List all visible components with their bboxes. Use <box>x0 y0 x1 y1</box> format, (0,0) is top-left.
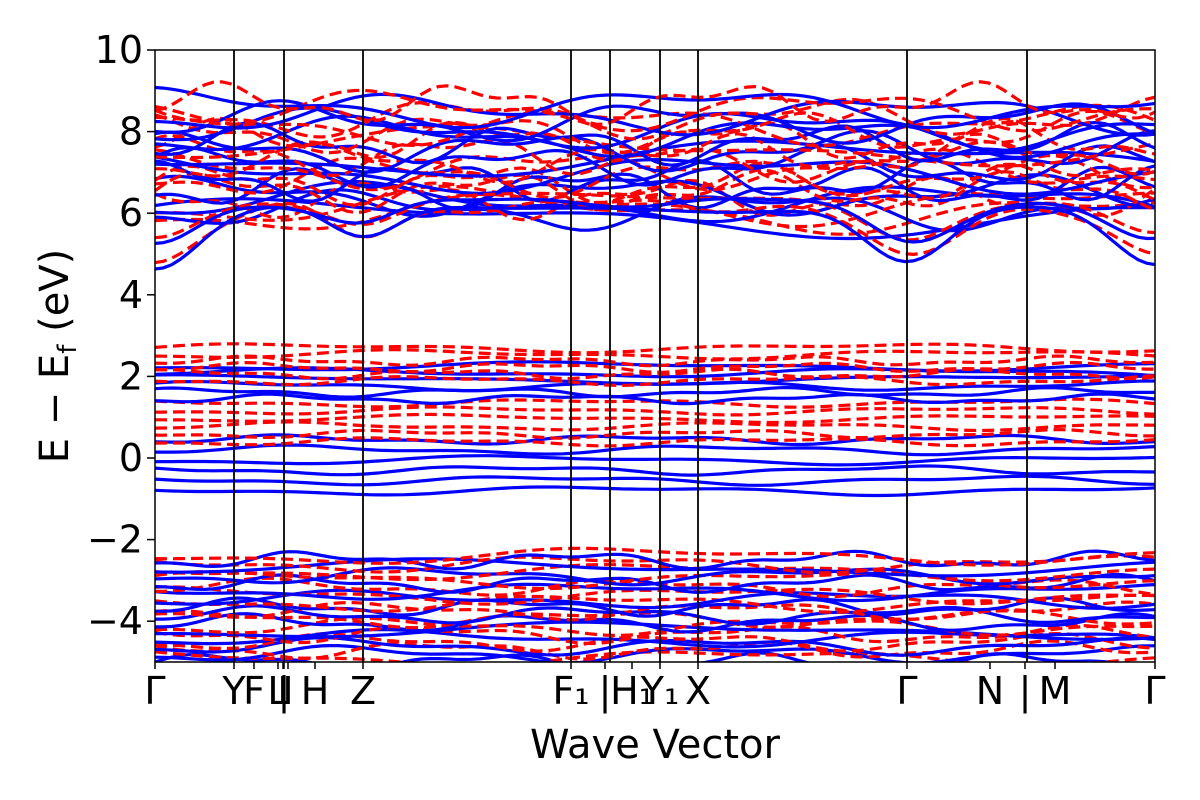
band-line-solid <box>155 604 1155 626</box>
band-line-dashed <box>155 342 1155 355</box>
band-line-dashed <box>155 88 1155 133</box>
band-line-dashed <box>155 639 1155 661</box>
band-line-dashed <box>155 397 1155 409</box>
x-tick-label: I <box>277 669 288 713</box>
band-line-solid <box>155 129 1155 174</box>
band-line-solid <box>155 92 1155 137</box>
band-line-solid <box>155 197 1155 241</box>
y-axis: −4 −2 0 2 4 6 8 10 <box>87 28 155 643</box>
band-line-dashed <box>155 348 1155 361</box>
high-symmetry-divider-lines <box>233 50 1028 662</box>
x-tick-label: Y₁ <box>640 669 679 713</box>
band-line-dashed <box>155 132 1155 178</box>
band-line-solid <box>155 114 1155 159</box>
plot-frame <box>154 49 1156 663</box>
band-line-dashed <box>155 420 1155 433</box>
band-line-dashed <box>155 616 1155 638</box>
x-tick-label: | <box>1019 669 1032 714</box>
bands-layer <box>155 80 1155 662</box>
band-line-dashed <box>155 95 1155 141</box>
band-line-dashed <box>155 124 1155 168</box>
y-tick-label: 0 <box>119 436 143 480</box>
band-line-solid <box>155 197 1155 245</box>
band-line-solid <box>155 588 1155 610</box>
x-tick-label: H <box>301 669 330 713</box>
band-line-dashed <box>155 562 1155 583</box>
x-tick-label: L <box>267 669 288 713</box>
x-tick-label: Γ <box>1144 669 1165 713</box>
band-line-solid <box>155 582 1155 603</box>
y-axis-title: E − Ef (eV) <box>32 249 83 464</box>
y-tick-label: 8 <box>119 110 143 154</box>
band-line-dashed <box>155 546 1155 567</box>
y-tick-label: −2 <box>87 518 143 562</box>
band-line-dashed <box>155 360 1155 374</box>
band-line-solid <box>155 485 1155 498</box>
band-line-dashed <box>155 405 1155 417</box>
y-axis-title-sub: f <box>53 344 83 354</box>
band-line-solid <box>155 454 1155 467</box>
band-line-solid <box>155 474 1155 487</box>
band-line-solid <box>155 549 1155 571</box>
y-axis-title-main: E − E <box>32 354 78 464</box>
band-line-dashed <box>155 412 1155 425</box>
x-tick-label: F₁ <box>552 669 589 713</box>
y-tick-label: 6 <box>119 191 143 235</box>
band-line-dashed <box>155 428 1155 440</box>
band-line-solid <box>155 155 1155 196</box>
x-axis-title: Wave Vector <box>530 722 781 768</box>
band-line-dashed <box>155 593 1155 614</box>
band-line-solid <box>155 143 1155 189</box>
band-line-solid <box>155 557 1155 578</box>
band-line-dashed <box>155 161 1155 207</box>
y-tick-label: 4 <box>119 273 143 317</box>
x-tick-label: Γ <box>144 669 165 713</box>
band-line-dashed <box>155 623 1155 646</box>
band-line-dashed <box>155 80 1155 126</box>
band-line-solid <box>155 85 1155 130</box>
x-tick-label: X <box>685 669 711 713</box>
band-line-solid <box>155 566 1155 587</box>
x-tick-label: N <box>976 669 1004 713</box>
x-tick-label: Γ <box>896 669 917 713</box>
x-tick-label: | <box>599 669 612 714</box>
band-line-solid <box>155 464 1155 477</box>
x-tick-label: Z <box>350 669 376 713</box>
band-line-solid <box>155 443 1155 457</box>
x-tick-label: | <box>278 669 291 714</box>
band-line-solid <box>155 392 1155 406</box>
band-line-dashed <box>155 600 1155 622</box>
band-line-solid <box>155 433 1155 447</box>
y-tick-label: 2 <box>119 354 143 398</box>
x-tick-label: F <box>243 669 265 713</box>
band-line-dashed <box>155 354 1155 368</box>
x-tick-label: M <box>1039 669 1072 713</box>
band-line-dashed <box>155 109 1155 155</box>
band-line-dashed <box>155 175 1155 222</box>
band-line-solid <box>155 385 1155 399</box>
y-tick-label: −4 <box>87 599 143 643</box>
band-line-dashed <box>155 191 1155 242</box>
y-axis-title-unit: (eV) <box>32 249 78 345</box>
band-line-dashed <box>155 436 1155 448</box>
band-line-dashed <box>155 374 1155 388</box>
y-tick-label: 10 <box>95 28 143 72</box>
band-line-solid <box>155 173 1155 218</box>
band-line-dashed <box>155 585 1155 606</box>
x-tick-label: Y <box>221 669 246 713</box>
x-tick-label: I <box>282 669 293 713</box>
band-line-solid <box>155 205 1155 271</box>
band-line-solid <box>155 611 1155 634</box>
band-line-solid <box>155 157 1155 203</box>
x-tick-label: H₁ <box>610 669 654 713</box>
